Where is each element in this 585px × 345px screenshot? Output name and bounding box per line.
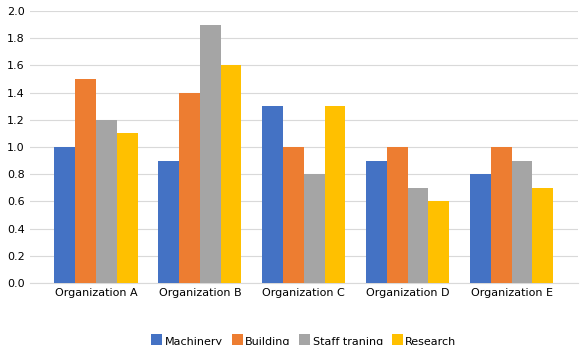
Bar [304,174,325,283]
Bar [470,174,491,283]
Bar [54,147,75,283]
Bar [159,160,179,283]
Bar [511,160,532,283]
Bar [408,188,428,283]
Bar [387,147,408,283]
Bar [75,79,96,283]
Legend: Machinery, Building, Staff traning, Research: Machinery, Building, Staff traning, Rese… [147,332,461,345]
Bar [262,106,283,283]
Bar [283,147,304,283]
Bar [179,92,200,283]
Bar [428,201,449,283]
Bar [325,106,345,283]
Bar [117,133,137,283]
Bar [366,160,387,283]
Bar [200,24,221,283]
Bar [532,188,553,283]
Bar [491,147,511,283]
Bar [221,65,242,283]
Bar [96,120,117,283]
